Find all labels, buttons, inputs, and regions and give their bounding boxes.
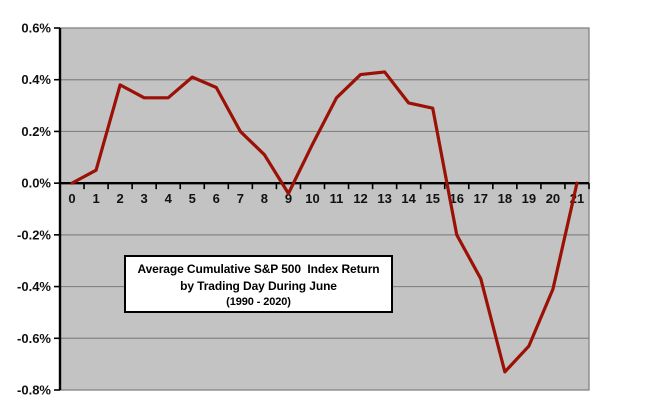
chart-title-line-3: (1990 - 2020) — [226, 296, 291, 308]
x-axis-label: 16 — [450, 191, 464, 206]
y-axis-label: 0.2% — [21, 124, 51, 139]
y-axis-label: -0.2% — [17, 227, 51, 242]
chart-title-box: Average Cumulative S&P 500 Index Return … — [124, 255, 393, 313]
x-axis-label: 20 — [546, 191, 560, 206]
y-axis-label: -0.4% — [17, 279, 51, 294]
x-axis-label: 11 — [330, 191, 344, 206]
chart-title-line-1: Average Cumulative S&P 500 Index Return — [137, 262, 380, 276]
plot-area — [59, 27, 590, 391]
x-axis-label: 0 — [68, 191, 75, 206]
chart-title-line-2: by Trading Day During June — [180, 279, 337, 293]
x-axis-label: 18 — [498, 191, 512, 206]
series-line — [70, 70, 579, 374]
x-axis-label: 6 — [213, 191, 220, 206]
x-axis-label: 19 — [522, 191, 536, 206]
y-axis-label: -0.8% — [17, 383, 51, 398]
x-axis-label: 13 — [377, 191, 391, 206]
x-axis-label: 4 — [165, 191, 173, 206]
y-axis-label: 0.4% — [21, 72, 51, 87]
x-axis-label: 3 — [141, 191, 148, 206]
x-axis-label: 2 — [116, 191, 123, 206]
x-axis-label: 10 — [305, 191, 319, 206]
x-axis-label: 12 — [353, 191, 367, 206]
x-axis-label: 17 — [474, 191, 488, 206]
x-axis-label: 14 — [401, 191, 416, 206]
x-axis-label: 8 — [261, 191, 268, 206]
y-axis-label: 0.6% — [21, 21, 51, 36]
x-axis-label: 1 — [92, 191, 99, 206]
y-axis-label: 0.0% — [21, 176, 51, 191]
x-axis-label: 7 — [237, 191, 244, 206]
x-axis-label: 15 — [425, 191, 439, 206]
y-axis-label: -0.6% — [17, 331, 51, 346]
x-axis-label: 9 — [285, 191, 292, 206]
x-axis-label: 5 — [189, 191, 196, 206]
